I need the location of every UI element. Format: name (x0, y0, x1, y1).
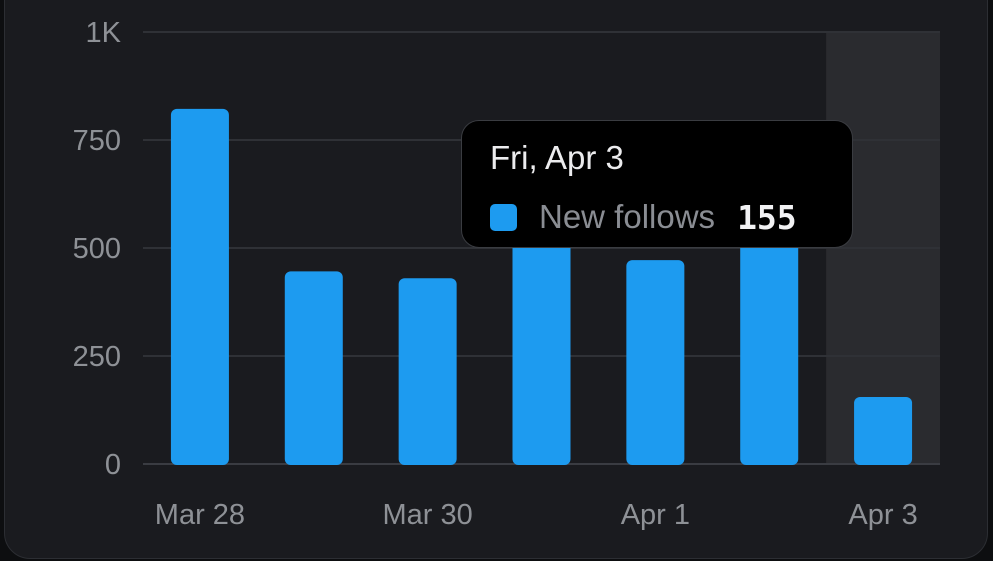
tooltip-value: 155 (737, 197, 797, 237)
x-axis-ticks: Mar 28 Mar 30 Apr 1 Apr 3 (155, 499, 918, 531)
bar-mar-31[interactable] (512, 196, 571, 465)
series-swatch (490, 203, 517, 231)
bars[interactable] (170, 108, 913, 466)
x-tick-label: Apr 1 (621, 499, 690, 531)
x-tick-label: Mar 30 (383, 499, 473, 531)
tooltip: Fri, Apr 3 New follows 155 (461, 120, 853, 248)
chart-card (4, 0, 988, 559)
tooltip-row: New follows 155 (490, 197, 797, 237)
y-tick-label: 0 (105, 449, 121, 481)
tooltip-series-label: New follows (539, 198, 716, 235)
y-tick-label: 1K (86, 17, 122, 49)
bar-mar-30[interactable] (398, 278, 457, 465)
y-tick-label: 500 (73, 233, 121, 265)
bar-mar-28[interactable] (170, 108, 229, 466)
bar-apr-2[interactable] (740, 200, 799, 466)
x-tick-label: Mar 28 (155, 499, 245, 531)
y-tick-label: 750 (73, 125, 121, 157)
tooltip-title: Fri, Apr 3 (490, 139, 624, 176)
bar-mar-29[interactable] (284, 271, 343, 465)
y-axis-ticks: 0 250 500 750 1K (73, 17, 122, 481)
bar-apr-1[interactable] (626, 260, 685, 465)
x-tick-label: Apr 3 (848, 499, 917, 531)
bar-apr-3[interactable] (854, 397, 913, 465)
y-tick-label: 250 (73, 341, 121, 373)
